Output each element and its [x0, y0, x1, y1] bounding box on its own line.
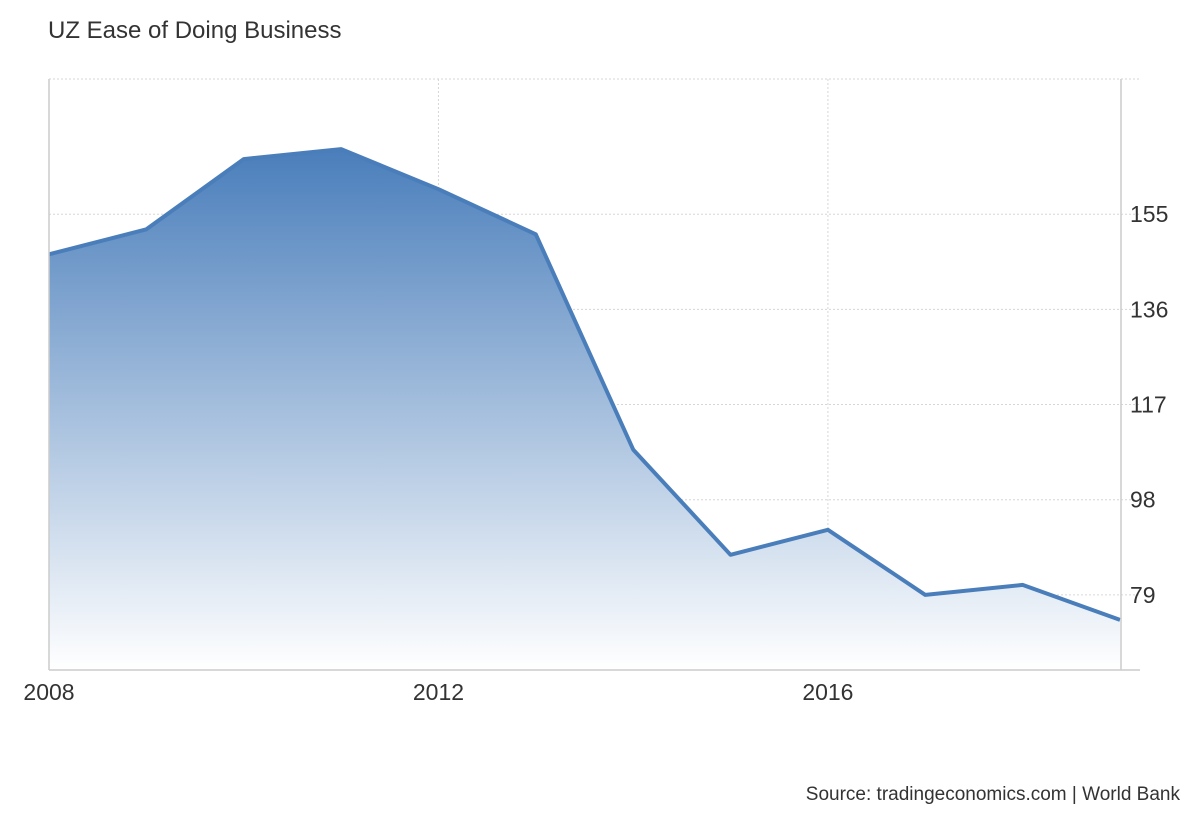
data-point [826, 528, 830, 532]
tick-labels: 79 98 117 136 155 2008 2012 2016 [23, 201, 1168, 705]
data-point [339, 147, 343, 151]
data-point [436, 187, 440, 191]
series-fill [49, 149, 1120, 671]
data-point [242, 157, 246, 161]
data-point [144, 227, 148, 231]
source-note: Source: tradingeconomics.com | World Ban… [805, 784, 1180, 805]
data-point [923, 593, 927, 597]
x-tick-label: 2008 [23, 679, 74, 705]
y-tick-label: 79 [1130, 582, 1156, 608]
y-tick-label: 98 [1130, 487, 1156, 513]
y-tick-label: 155 [1130, 201, 1168, 227]
chart-title: UZ Ease of Doing Business [48, 17, 342, 44]
data-point [631, 448, 635, 452]
series-line [48, 147, 1121, 622]
data-point [729, 553, 733, 557]
axes [48, 79, 1140, 671]
y-tick-label: 136 [1130, 296, 1168, 322]
data-point [534, 232, 538, 236]
x-tick-label: 2012 [413, 679, 464, 705]
x-tick-label: 2016 [802, 679, 853, 705]
y-tick-label: 117 [1130, 392, 1167, 418]
data-point [1021, 583, 1025, 587]
series-area [48, 147, 1121, 671]
